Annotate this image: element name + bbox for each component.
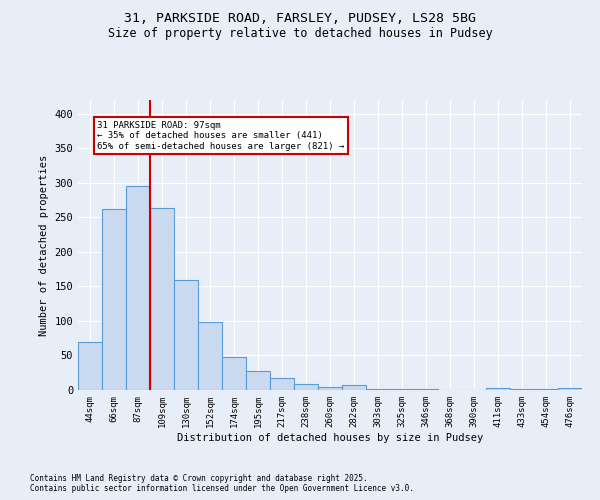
Text: 31 PARKSIDE ROAD: 97sqm
← 35% of detached houses are smaller (441)
65% of semi-d: 31 PARKSIDE ROAD: 97sqm ← 35% of detache… <box>97 120 344 150</box>
Bar <box>198 322 222 390</box>
Bar <box>126 186 150 390</box>
Text: 31, PARKSIDE ROAD, FARSLEY, PUDSEY, LS28 5BG: 31, PARKSIDE ROAD, FARSLEY, PUDSEY, LS28… <box>124 12 476 26</box>
Bar <box>486 388 510 390</box>
Bar <box>150 208 174 390</box>
Bar <box>510 388 534 390</box>
Text: Contains HM Land Registry data © Crown copyright and database right 2025.: Contains HM Land Registry data © Crown c… <box>30 474 368 483</box>
Bar <box>270 378 294 390</box>
Bar <box>246 372 270 390</box>
Bar <box>222 357 246 390</box>
Bar <box>366 388 390 390</box>
Text: Size of property relative to detached houses in Pudsey: Size of property relative to detached ho… <box>107 28 493 40</box>
Bar <box>294 384 318 390</box>
Bar <box>342 385 366 390</box>
Bar <box>102 209 126 390</box>
Text: Contains public sector information licensed under the Open Government Licence v3: Contains public sector information licen… <box>30 484 414 493</box>
X-axis label: Distribution of detached houses by size in Pudsey: Distribution of detached houses by size … <box>177 432 483 442</box>
Bar <box>534 388 558 390</box>
Bar <box>558 388 582 390</box>
Bar <box>318 386 342 390</box>
Bar <box>174 280 198 390</box>
Y-axis label: Number of detached properties: Number of detached properties <box>39 154 49 336</box>
Bar <box>78 342 102 390</box>
